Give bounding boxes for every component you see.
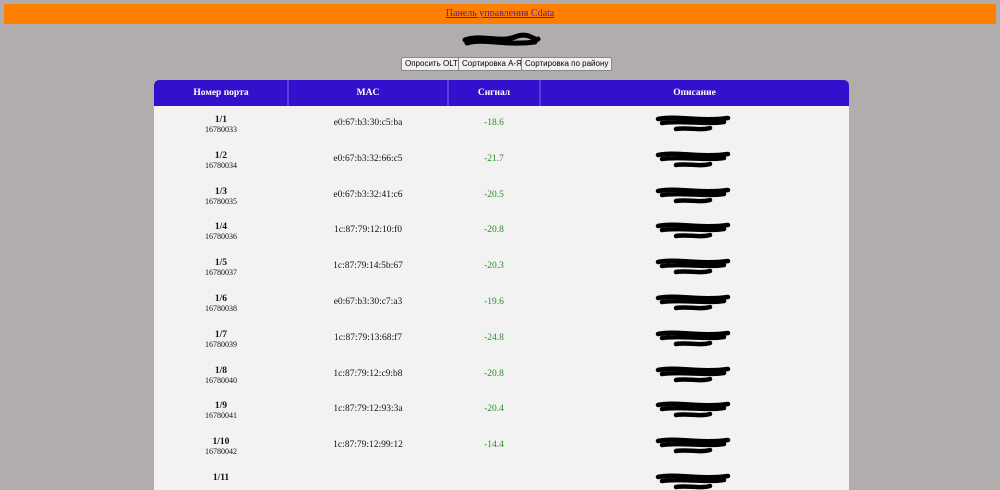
signal-level: -20.5 [484, 189, 504, 200]
signal-level: -24.8 [484, 332, 504, 343]
redacted-description [655, 222, 731, 239]
port-id: 16780036 [205, 232, 237, 242]
port-number: 1/11 [212, 473, 230, 483]
mac-address: e0:67:b3:30:c7:a3 [333, 297, 403, 307]
port-id: 16780039 [205, 339, 237, 349]
port-number: 1/3 [214, 186, 228, 197]
mac-address: 1c:87:79:12:c9:b8 [333, 368, 403, 379]
signal-level: -20.8 [484, 225, 504, 236]
column-header: Номер порта [193, 88, 249, 98]
column-header: Описание [673, 88, 716, 98]
top-bar: Панель управления Cdata [4, 4, 996, 24]
redacted-description [655, 366, 731, 382]
port-id: 16780033 [205, 125, 237, 134]
column-separator [539, 80, 541, 106]
port-number: 1/8 [214, 365, 228, 376]
port-number: 1/10 [212, 437, 230, 448]
mac-address: 1c:87:79:14:5b:67 [333, 261, 403, 272]
signal-level: -21.7 [484, 153, 504, 164]
page: Панель управления Cdata Опросить OLT Сор… [4, 4, 996, 490]
ports-table: Номер порта MAC Сигнал Описание 1/1 16780033… [154, 80, 849, 490]
port-id: 16780034 [205, 160, 237, 170]
redacted-description [655, 401, 731, 418]
poll-olt-button[interactable]: Опросить OLT [401, 57, 462, 71]
mac-address: 1c:87:79:12:99:12 [333, 440, 403, 451]
signal-level: -18.6 [484, 118, 504, 128]
redacted-description [655, 473, 731, 490]
port-number: 1/7 [214, 329, 228, 340]
mac-address: e0:67:b3:32:66:c5 [333, 153, 403, 164]
redacted-title [462, 32, 541, 46]
signal-level: -14.4 [484, 440, 504, 451]
column-header: MAC [356, 88, 380, 98]
mac-address: 1c:87:79:12:93:3a [333, 404, 403, 415]
mac-address: e0:67:b3:32:41:c6 [333, 189, 403, 200]
port-id: 16780040 [205, 375, 237, 385]
column-separator [287, 80, 289, 106]
port-number: 1/6 [214, 294, 228, 304]
port-number: 1/4 [214, 222, 228, 233]
sort-az-button[interactable]: Сортировка А-Я [458, 57, 526, 71]
mac-address: e0:67:b3:30:c5:ba [333, 118, 403, 128]
redacted-description [655, 187, 731, 203]
mac-address: 1c:87:79:12:10:f0 [333, 225, 403, 236]
redacted-description [655, 258, 731, 275]
redacted-description [655, 151, 731, 168]
port-number: 1/9 [214, 401, 228, 412]
port-id: 16780038 [205, 304, 237, 313]
port-number: 1/5 [214, 258, 228, 269]
mac-address: 1c:87:79:13:68:f7 [333, 332, 403, 343]
port-number: 1/1 [214, 115, 228, 125]
signal-level: -20.8 [484, 368, 504, 379]
port-number: 1/2 [214, 150, 228, 161]
port-id: 16780037 [205, 268, 237, 278]
port-id: 16780041 [205, 411, 237, 421]
signal-level: -20.4 [484, 404, 504, 415]
signal-level: -19.6 [484, 297, 504, 307]
redacted-description [655, 437, 731, 454]
sort-district-button[interactable]: Сортировка по району [521, 57, 613, 71]
redacted-description [655, 330, 731, 347]
table-header: Номер порта MAC Сигнал Описание [154, 80, 849, 106]
column-separator [447, 80, 449, 106]
signal-level: -20.3 [484, 261, 504, 272]
redacted-description [655, 115, 731, 132]
port-id: 16780042 [205, 447, 237, 457]
column-header: Сигнал [477, 88, 511, 98]
redacted-description [655, 294, 731, 311]
panel-link[interactable]: Панель управления Cdata [445, 8, 555, 19]
port-id: 16780035 [205, 196, 237, 206]
